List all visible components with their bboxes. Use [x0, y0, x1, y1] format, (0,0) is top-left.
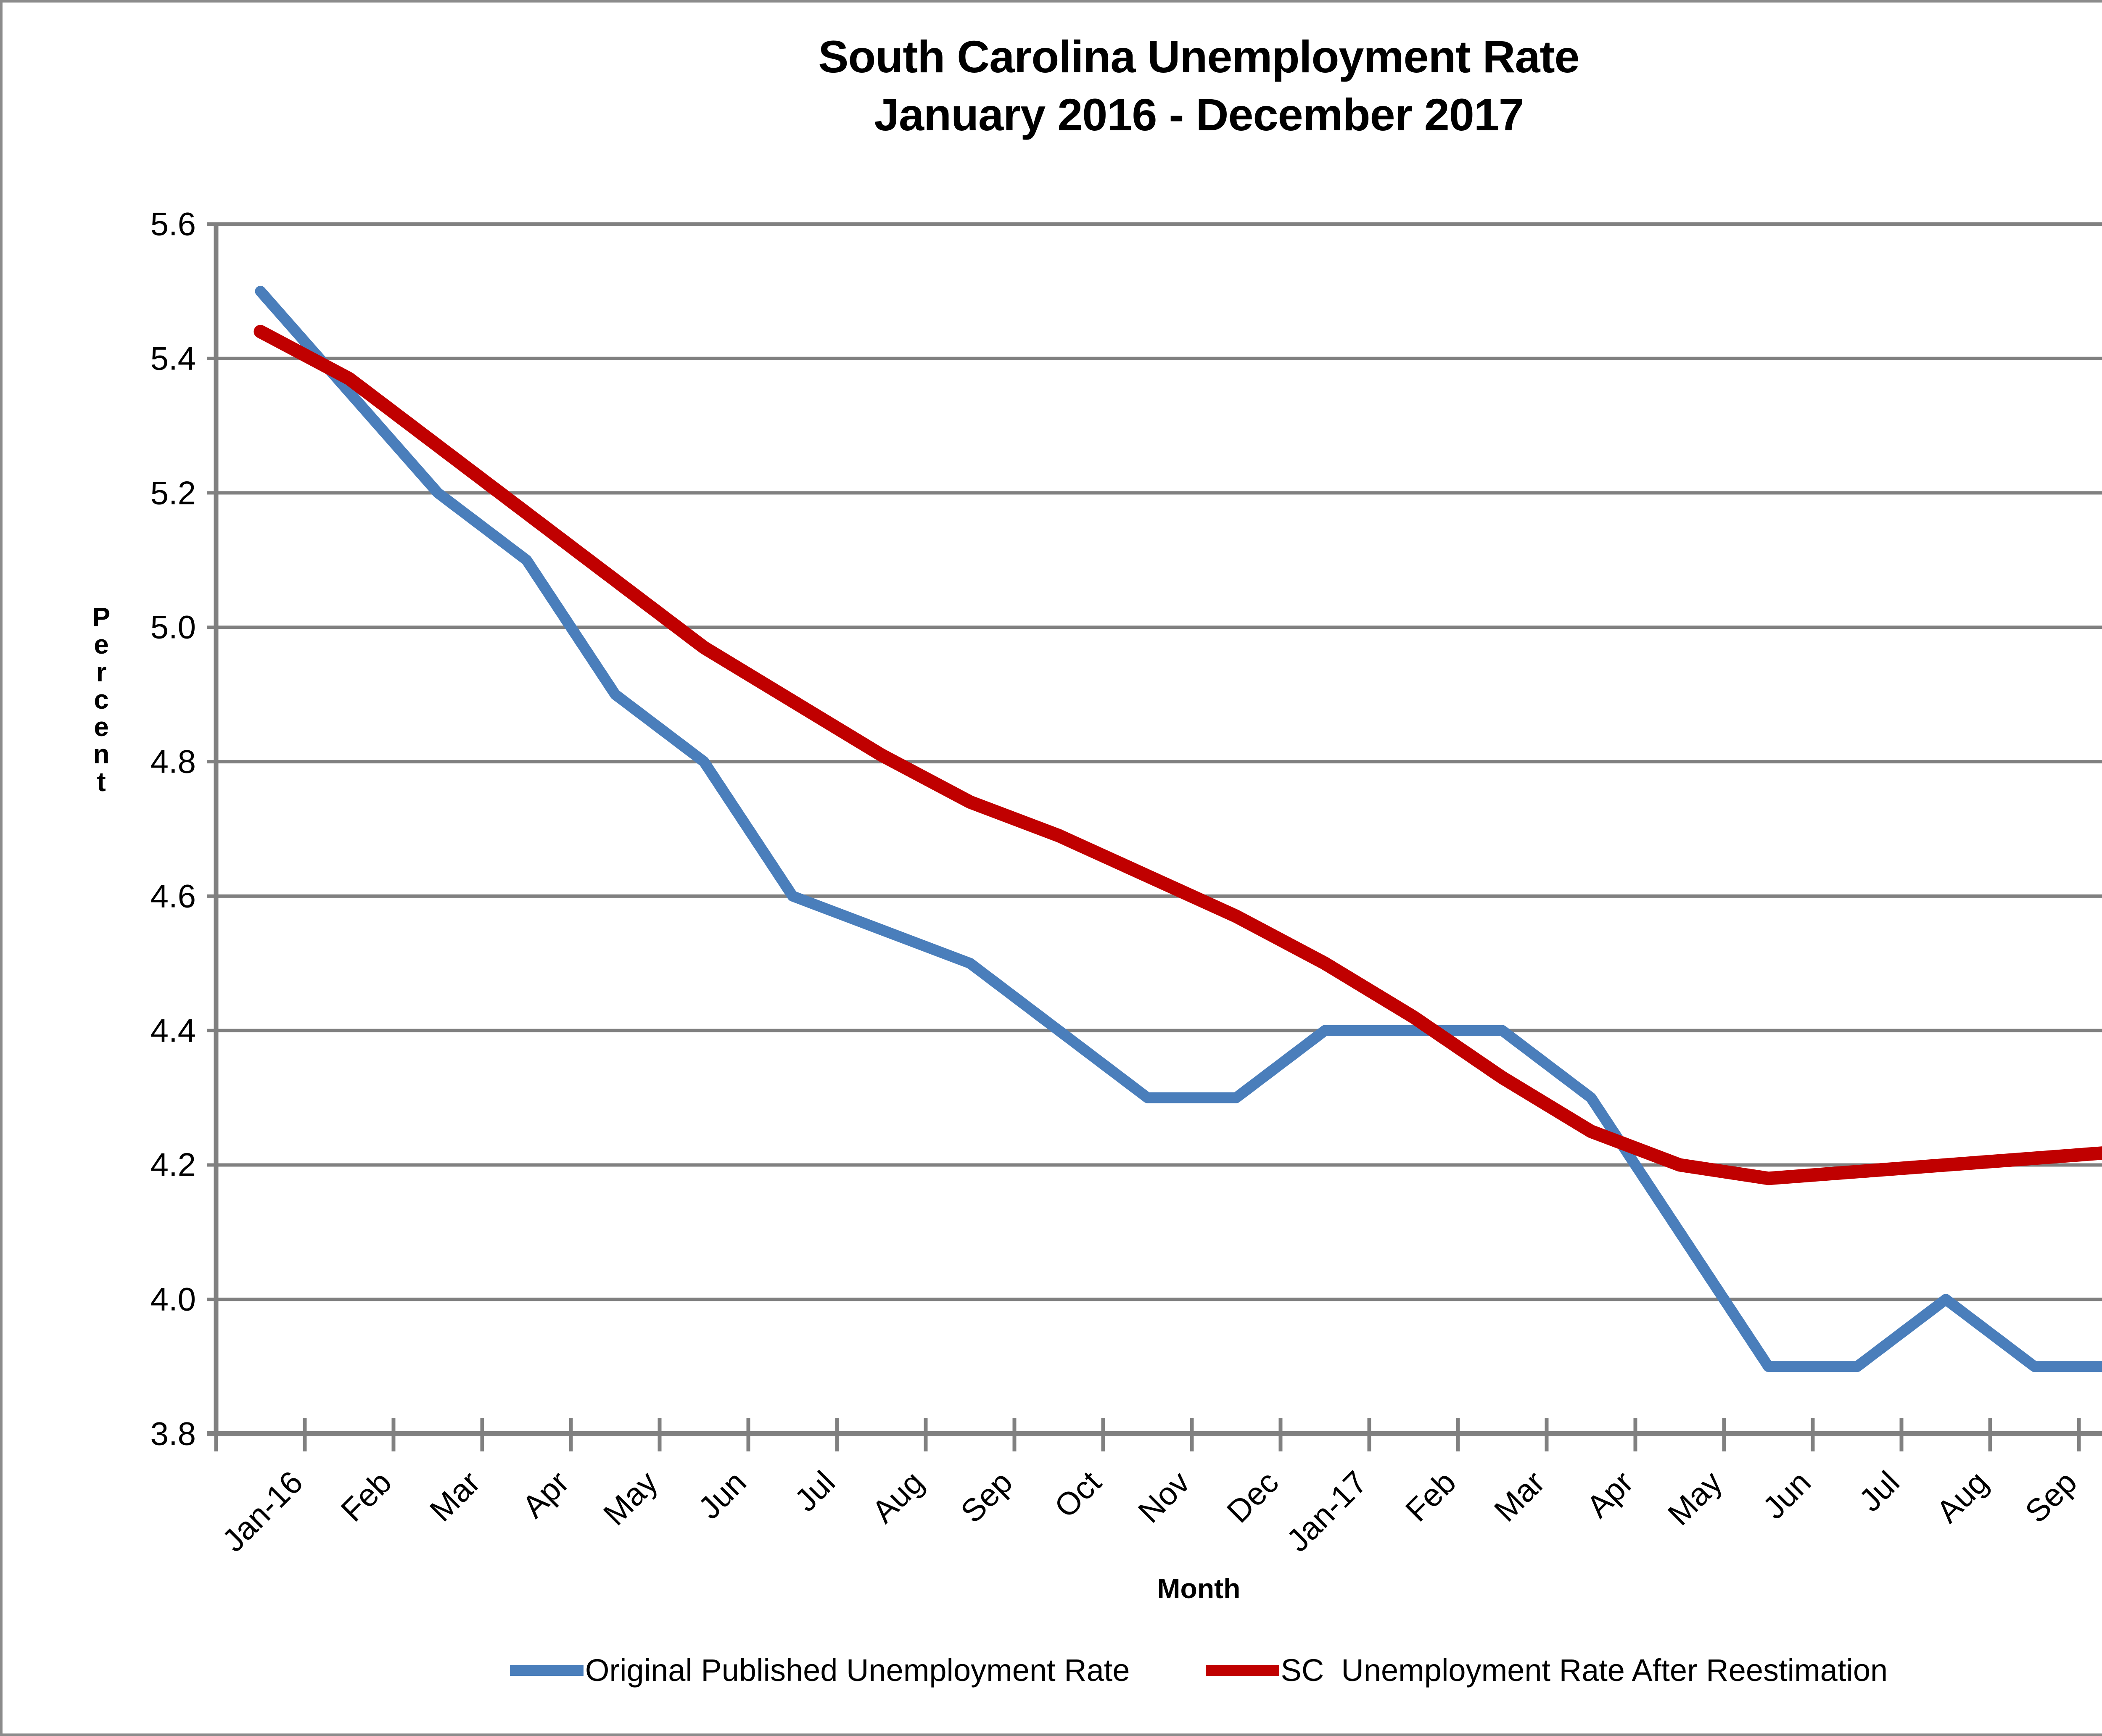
plot-area [207, 222, 2102, 1451]
y-axis-title-letter: e [94, 629, 109, 660]
series-line-reestimated [254, 325, 2102, 1185]
y-axis-title-letter: t [97, 766, 106, 797]
y-axis-tick-label: 5.6 [150, 205, 196, 243]
y-axis-tick-label: 4.4 [150, 1012, 196, 1049]
y-axis-title-letter: r [96, 657, 107, 687]
y-axis-tick-label: 3.8 [150, 1415, 196, 1452]
legend-label-reestimated: SC Unemployment Rate After Reestimation [1281, 1653, 1888, 1688]
legend-swatch-blue [510, 1665, 584, 1676]
legend-label-original: Original Published Unemployment Rate [585, 1653, 1130, 1688]
y-axis-title-letter: e [94, 712, 109, 742]
y-axis-tick-label: 5.4 [150, 340, 196, 377]
y-axis-tick-label: 4.6 [150, 877, 196, 915]
y-axis-tick-label: 4.8 [150, 743, 196, 780]
y-axis-title-letter: c [94, 684, 109, 715]
gridlines-group [207, 222, 2102, 1436]
y-axis-tick-label: 5.2 [150, 474, 196, 512]
series-group [254, 285, 2102, 1372]
series-line-original [255, 285, 2102, 1372]
y-axis-tick-label: 4.0 [150, 1280, 196, 1318]
y-axis-title-letter: P [92, 602, 111, 632]
y-axis-title-letter: n [93, 739, 110, 770]
legend-item-reestimated[interactable]: SC Unemployment Rate After Reestimation [1205, 1652, 1888, 1688]
legend-swatch-red [1205, 1665, 1279, 1676]
y-axis-tick-label: 5.0 [150, 608, 196, 646]
legend-item-original[interactable]: Original Published Unemployment Rate [510, 1652, 1130, 1688]
x-axis-title: Month [1157, 1573, 1241, 1604]
x-tickmarks-group [214, 1418, 2081, 1451]
chart-legend: Original Published Unemployment Rate SC … [3, 1652, 2102, 1688]
y-axis-tick-label: 4.2 [150, 1146, 196, 1183]
